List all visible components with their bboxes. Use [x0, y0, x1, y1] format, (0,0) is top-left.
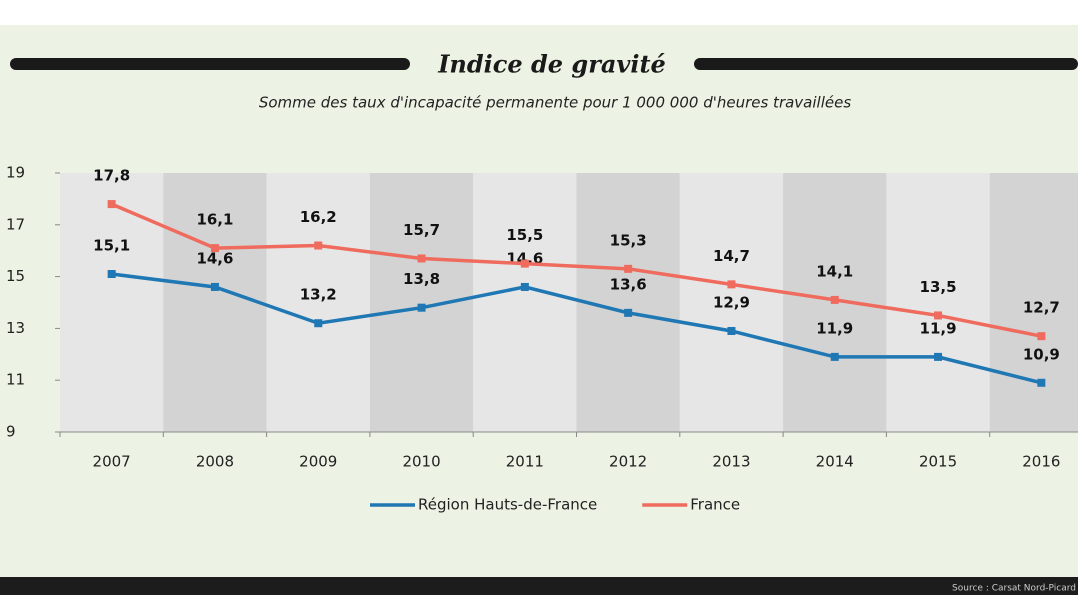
point [210, 282, 219, 291]
point [1037, 378, 1046, 387]
point [830, 295, 839, 304]
value-label: 12,9 [713, 293, 750, 311]
x-tick-label: 2011 [506, 453, 544, 471]
point [417, 303, 426, 312]
value-label: 11,9 [920, 319, 957, 337]
point [727, 280, 736, 289]
x-tick-label: 2016 [1022, 453, 1060, 471]
column-band [163, 173, 267, 432]
value-label: 16,2 [300, 208, 337, 226]
chart-subtitle: Somme des taux d'incapacité permanente p… [259, 94, 851, 112]
point [107, 270, 116, 279]
column-band [60, 173, 164, 432]
title-bar-right [694, 58, 1078, 70]
point [1037, 332, 1046, 341]
value-label: 15,3 [610, 231, 647, 249]
value-label: 14,1 [816, 262, 853, 280]
column-band [266, 173, 370, 432]
y-tick-label: 11 [6, 371, 25, 389]
point [934, 352, 943, 361]
x-tick-label: 2013 [712, 453, 750, 471]
x-tick-label: 2007 [93, 453, 131, 471]
point [624, 308, 633, 317]
y-tick-label: 13 [6, 319, 25, 337]
point [520, 259, 529, 268]
value-label: 12,7 [1023, 299, 1060, 317]
value-label: 13,8 [403, 270, 440, 288]
legend-label: Région Hauts-de-France [418, 496, 597, 514]
x-tick-label: 2008 [196, 453, 234, 471]
value-label: 15,5 [506, 226, 543, 244]
value-label: 13,5 [920, 278, 957, 296]
series-line [111, 272, 1042, 385]
footer-bar [0, 577, 1078, 595]
point [210, 244, 219, 253]
chart-title: Indice de gravité [437, 50, 666, 79]
value-label: 11,9 [816, 319, 853, 337]
y-tick-label: 17 [6, 215, 25, 233]
value-label: 10,9 [1023, 345, 1060, 363]
x-tick-label: 2015 [919, 453, 957, 471]
point [624, 264, 633, 273]
point [830, 352, 839, 361]
y-tick-label: 9 [6, 423, 16, 441]
column-band [679, 173, 784, 432]
column-band [369, 173, 474, 432]
value-label: 14,7 [713, 247, 750, 265]
point [727, 326, 736, 335]
value-label: 14,6 [196, 249, 233, 267]
x-tick-label: 2014 [816, 453, 854, 471]
point [417, 254, 426, 263]
value-label: 16,1 [196, 211, 233, 229]
legend-label: France [690, 496, 740, 514]
point [107, 200, 116, 209]
x-tick-label: 2012 [609, 453, 647, 471]
plot: 9 11 13 15 17 19 2007 2008 2009 2010 2011 2012 2013 2… [6, 164, 1078, 514]
x-tick-label: 2009 [299, 453, 337, 471]
value-label: 15,1 [93, 237, 130, 255]
column-band [886, 173, 990, 432]
column-band [989, 173, 1078, 432]
point [314, 319, 323, 328]
point [520, 282, 529, 291]
value-label: 13,6 [610, 275, 647, 293]
column-band [473, 173, 577, 432]
point [314, 241, 323, 250]
title-bar-left [10, 58, 410, 70]
y-tick-label: 19 [6, 164, 25, 182]
y-tick-label: 15 [6, 267, 25, 285]
value-label: 13,2 [300, 286, 337, 304]
value-label: 17,8 [93, 167, 130, 185]
value-label: 15,7 [403, 221, 440, 239]
source: Source : Carsat Nord-Picard [952, 584, 1076, 594]
x-tick-label: 2010 [402, 453, 440, 471]
point [934, 311, 943, 320]
series-line [110, 202, 1042, 338]
